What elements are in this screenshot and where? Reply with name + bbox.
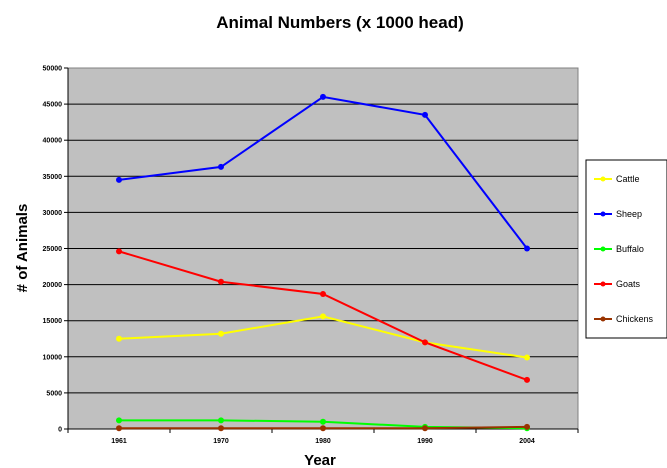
legend-item-goats: Goats (594, 279, 641, 289)
y-tick-label: 10000 (43, 354, 63, 361)
data-point-chickens (320, 425, 326, 432)
data-point-buffalo (320, 418, 326, 425)
y-tick-label: 0 (58, 427, 62, 434)
data-point-sheep (218, 163, 224, 170)
x-axis-ticks: 1961 1970 1980 1990 2004 (67, 429, 579, 445)
legend: Cattle Sheep Buffalo Goats Chickens (594, 174, 654, 324)
y-tick-label: 50000 (43, 66, 63, 73)
x-tick-label: 1980 (315, 438, 331, 445)
data-point-chickens (218, 425, 224, 432)
legend-label: Chickens (616, 314, 654, 324)
data-point-cattle (524, 354, 530, 361)
data-point-goats (320, 290, 326, 297)
x-tick-label: 2004 (519, 438, 535, 445)
series-group (116, 93, 530, 432)
y-tick-label: 45000 (43, 102, 63, 109)
legend-item-sheep: Sheep (594, 209, 642, 219)
y-axis-title: # of Animals (14, 204, 31, 293)
data-point-buffalo (116, 417, 122, 424)
data-point-sheep (422, 111, 428, 118)
data-point-cattle (116, 335, 122, 342)
data-point-sheep (524, 245, 530, 252)
series-goats (116, 248, 530, 383)
x-tick-label: 1961 (111, 438, 127, 445)
legend-swatch-marker (600, 211, 606, 217)
data-point-chickens (422, 425, 428, 432)
x-tick-label: 1970 (213, 438, 229, 445)
data-point-goats (218, 278, 224, 285)
data-point-cattle (218, 330, 224, 337)
data-point-buffalo (218, 417, 224, 424)
data-point-goats (524, 376, 530, 383)
legend-label: Buffalo (616, 244, 644, 254)
legend-item-cattle: Cattle (594, 174, 640, 184)
gridlines (68, 103, 578, 394)
y-tick-label: 20000 (43, 282, 63, 289)
data-point-cattle (320, 313, 326, 320)
data-point-sheep (116, 176, 122, 183)
y-tick-label: 35000 (43, 174, 63, 181)
legend-item-chickens: Chickens (594, 314, 654, 324)
y-tick-label: 25000 (43, 246, 63, 253)
legend-label: Cattle (616, 174, 640, 184)
legend-swatch-marker (600, 316, 606, 322)
x-axis-title: Year (304, 452, 336, 468)
legend-swatch-marker (600, 281, 606, 287)
y-tick-label: 15000 (43, 318, 63, 325)
y-tick-label: 5000 (46, 390, 62, 397)
legend-label: Sheep (616, 209, 642, 219)
y-axis-ticks: 0 5000 10000 15000 20000 25000 30000 35000 40000… (43, 66, 68, 434)
data-point-goats (116, 248, 122, 255)
series-sheep (116, 93, 530, 252)
legend-swatch-marker (600, 246, 606, 252)
y-tick-label: 30000 (43, 210, 63, 217)
legend-swatch-marker (600, 176, 606, 182)
data-point-sheep (320, 93, 326, 100)
data-point-chickens (524, 423, 530, 430)
x-tick-label: 1990 (417, 438, 433, 445)
legend-label: Goats (616, 279, 641, 289)
y-tick-label: 40000 (43, 138, 63, 145)
legend-item-buffalo: Buffalo (594, 244, 644, 254)
series-chickens (116, 423, 530, 432)
chart-title: Animal Numbers (x 1000 head) (216, 13, 464, 32)
data-point-chickens (116, 425, 122, 432)
data-point-goats (422, 339, 428, 346)
